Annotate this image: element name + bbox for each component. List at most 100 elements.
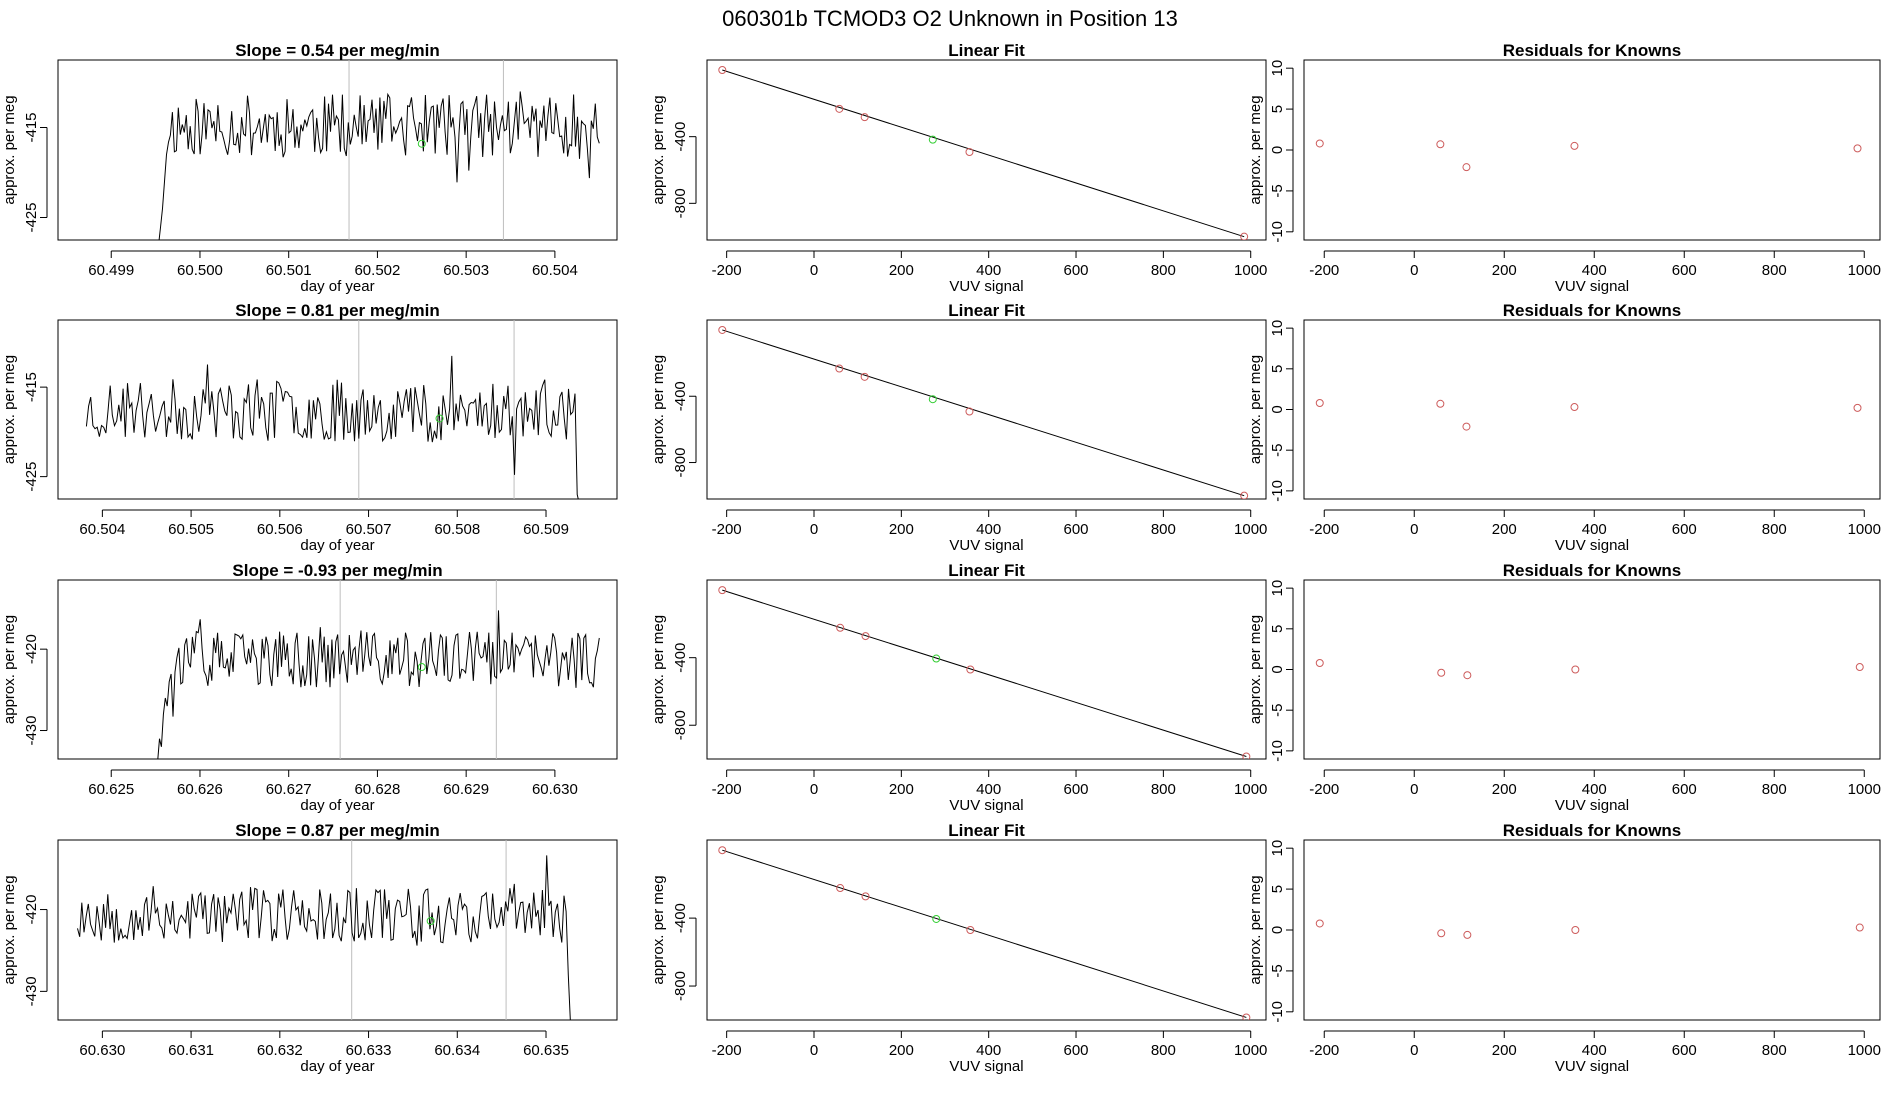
x-axis-label: day of year xyxy=(300,797,374,814)
plot-frame xyxy=(57,59,618,241)
x-tick-label: 800 xyxy=(1151,781,1176,798)
x-tick-label: 60.501 xyxy=(266,262,312,279)
x-tick-label: 800 xyxy=(1151,521,1176,538)
data-trace xyxy=(77,855,571,1020)
known-point xyxy=(1242,752,1251,759)
x-tick-label: -200 xyxy=(1309,262,1339,279)
x-tick-label: 400 xyxy=(976,781,1001,798)
y-axis-label: approx. per meg xyxy=(1,615,18,724)
x-tick-label: 60.631 xyxy=(168,1042,214,1059)
panel-title: Slope = 0.87 per meg/min xyxy=(235,821,440,840)
y-tick-label: 5 xyxy=(1269,885,1286,893)
y-tick-label: -5 xyxy=(1269,184,1286,197)
y-tick-label: 0 xyxy=(1269,405,1286,413)
y-axis-label: approx. per meg xyxy=(1,875,18,984)
unknown-point xyxy=(928,135,937,144)
y-tick-label: -10 xyxy=(1269,480,1286,502)
x-tick-label: 60.629 xyxy=(443,781,489,798)
known-point xyxy=(1437,668,1446,677)
plot-frame xyxy=(706,319,1267,500)
y-tick-label: -415 xyxy=(23,372,40,402)
unknown-point xyxy=(932,654,941,663)
x-axis-label: day of year xyxy=(300,537,374,554)
y-tick-label: -5 xyxy=(1269,964,1286,977)
known-point xyxy=(966,926,975,934)
plot-frame xyxy=(1303,59,1881,241)
x-tick-label: 60.500 xyxy=(177,262,223,279)
x-axis-label: VUV signal xyxy=(1555,1058,1629,1075)
x-tick-label: 200 xyxy=(1492,262,1517,279)
x-tick-label: 800 xyxy=(1762,781,1787,798)
known-point xyxy=(965,407,974,416)
panel-title: Slope = 0.81 per meg/min xyxy=(235,301,440,320)
panel-2-residuals: Residuals for Knowns-200 0 200 400 600 800 100… xyxy=(1247,301,1881,554)
known-point xyxy=(1315,658,1324,667)
y-axis-label: approx. per meg xyxy=(1247,875,1264,984)
known-point xyxy=(1463,930,1472,939)
y-tick-label: 5 xyxy=(1269,365,1286,373)
known-point xyxy=(718,586,727,595)
known-point xyxy=(1570,141,1579,150)
panel-title: Residuals for Knowns xyxy=(1503,561,1682,580)
known-point xyxy=(718,325,727,334)
panel-2-trace: Slope = 0.81 per meg/min 60.504 60.505 60.5… xyxy=(1,301,618,554)
unknown-point xyxy=(417,663,426,672)
known-point xyxy=(836,623,845,632)
x-axis-label: VUV signal xyxy=(949,537,1023,554)
panel-1-linear-fit: Linear Fit -200 0 200 400 600 800 1000 VUV signa… xyxy=(650,41,1267,295)
x-tick-label: 60.502 xyxy=(354,262,400,279)
known-point xyxy=(1853,144,1862,153)
x-tick-label: 60.506 xyxy=(257,521,303,538)
panel-3-linear-fit: Linear Fit -200 0 200 400 600 800 1000 VUV signa… xyxy=(650,561,1267,814)
y-tick-label: 10 xyxy=(1269,840,1286,857)
known-point xyxy=(1242,1013,1251,1020)
x-tick-label: 200 xyxy=(889,781,914,798)
fit-line xyxy=(722,849,1247,1018)
x-tick-label: 60.507 xyxy=(346,521,392,538)
plot-frame xyxy=(57,579,618,760)
y-tick-label: -5 xyxy=(1269,444,1286,457)
x-tick-label: 1000 xyxy=(1848,521,1881,538)
x-tick-label: 600 xyxy=(1064,262,1089,279)
panel-title: Linear Fit xyxy=(948,41,1025,60)
unknown-point xyxy=(426,917,435,925)
y-tick-label: -400 xyxy=(672,122,689,152)
x-axis-label: VUV signal xyxy=(1555,537,1629,554)
known-point xyxy=(1853,403,1862,412)
x-tick-label: 60.634 xyxy=(434,1042,480,1059)
x-tick-label: -200 xyxy=(712,781,742,798)
known-point xyxy=(1462,422,1471,431)
x-tick-label: 400 xyxy=(1582,521,1607,538)
panel-title: Slope = 0.54 per meg/min xyxy=(235,41,440,60)
x-axis-label: day of year xyxy=(300,1058,374,1075)
panel-title: Residuals for Knowns xyxy=(1503,821,1682,840)
panel-3-trace: Slope = -0.93 per meg/min 60.625 60.626 60.… xyxy=(1,561,618,814)
x-tick-label: 60.635 xyxy=(523,1042,569,1059)
y-tick-label: -10 xyxy=(1269,740,1286,762)
known-point xyxy=(1436,140,1445,149)
x-tick-label: 600 xyxy=(1064,781,1089,798)
y-tick-label: -430 xyxy=(23,716,40,746)
known-point xyxy=(835,364,844,373)
y-axis-label: approx. per meg xyxy=(1247,615,1264,724)
x-axis-label: VUV signal xyxy=(949,1058,1023,1075)
x-tick-label: 400 xyxy=(976,521,1001,538)
y-tick-label: 0 xyxy=(1269,926,1286,934)
x-tick-label: 60.509 xyxy=(523,521,569,538)
y-axis-label: approx. per meg xyxy=(1247,95,1264,204)
x-tick-label: 0 xyxy=(810,1042,818,1059)
panel-3-residuals: Residuals for Knowns-200 0 200 400 600 800 100… xyxy=(1247,561,1881,814)
x-tick-label: -200 xyxy=(712,262,742,279)
unknown-point xyxy=(932,914,941,923)
x-axis-label: VUV signal xyxy=(949,278,1023,295)
x-tick-label: 60.508 xyxy=(434,521,480,538)
unknown-point xyxy=(435,414,444,423)
x-tick-label: -200 xyxy=(712,1042,742,1059)
figure-title: 060301b TCMOD3 O2 Unknown in Position 13 xyxy=(722,6,1178,31)
x-tick-label: 400 xyxy=(1582,781,1607,798)
panel-title: Residuals for Knowns xyxy=(1503,41,1682,60)
panel-1-trace: Slope = 0.54 per meg/min 60.499 60.500 60.5… xyxy=(1,41,618,295)
y-tick-label: 0 xyxy=(1269,665,1286,673)
x-tick-label: 60.630 xyxy=(79,1042,125,1059)
